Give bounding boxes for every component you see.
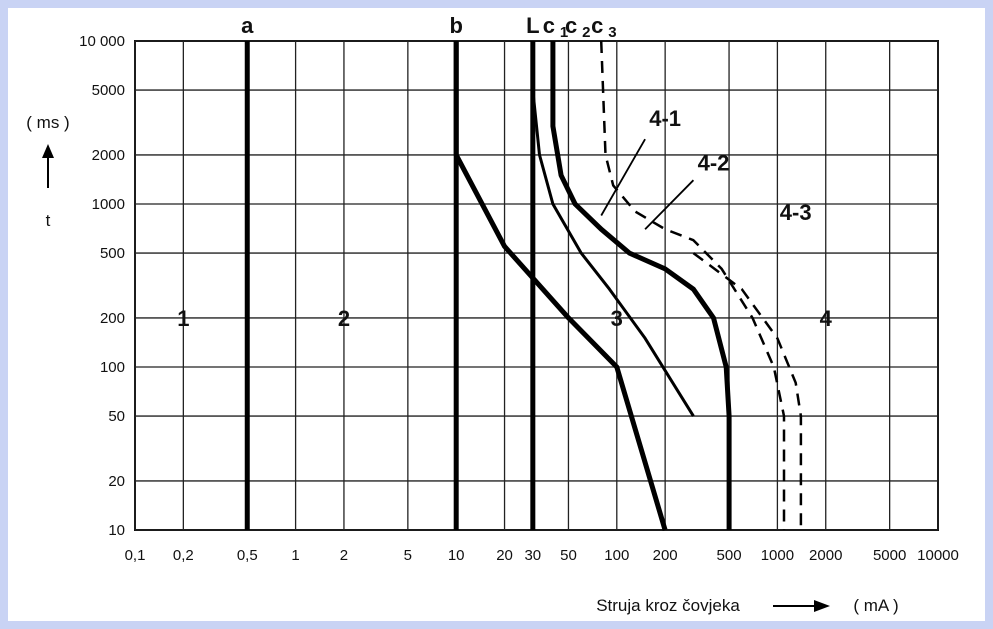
curve-label-4-1: 4-1 xyxy=(649,106,681,131)
zone-label-2: 2 xyxy=(338,306,350,331)
top-label-l: L xyxy=(526,13,539,38)
y-tick-label: 500 xyxy=(100,245,125,262)
zone-label-4: 4 xyxy=(820,306,833,331)
x-axis-arrow-head xyxy=(814,600,830,612)
x-tick-label: 500 xyxy=(717,547,742,564)
x-tick-label: 30 xyxy=(524,547,541,564)
x-tick-label: 200 xyxy=(653,547,678,564)
y-tick-label: 100 xyxy=(100,359,125,376)
x-tick-label: 0,1 xyxy=(125,547,146,564)
curve-c3 xyxy=(599,40,786,530)
leader-line-4-1 xyxy=(600,138,646,216)
x-axis-unit: ( mA ) xyxy=(853,596,898,615)
y-tick-label: 200 xyxy=(100,310,125,327)
x-axis-label: Struja kroz čovjeka xyxy=(596,596,740,615)
curve-c2 xyxy=(550,41,732,530)
chart-svg: 0,1 0,2 0,5 1 2 5 10 20 30 50 100 200 500 1000 2000 500… xyxy=(26,13,959,615)
y-tick-label: 2000 xyxy=(92,147,125,164)
x-tick-label: 10000 xyxy=(917,547,959,564)
x-tick-label: 20 xyxy=(496,547,513,564)
x-tick-label: 1000 xyxy=(761,547,794,564)
x-tick-label: 2 xyxy=(340,547,348,564)
x-tick-label: 1 xyxy=(291,547,299,564)
top-label-c2-sub: 2 xyxy=(582,24,590,41)
x-tick-label: 0,5 xyxy=(237,547,258,564)
top-label-c2: c xyxy=(565,13,577,38)
y-axis-arrow-head xyxy=(42,144,54,158)
x-tick-label: 100 xyxy=(604,547,629,564)
y-tick-label: 50 xyxy=(108,408,125,425)
top-label-a: a xyxy=(241,13,254,38)
y-axis-label: t xyxy=(46,211,51,230)
top-label-b: b xyxy=(449,13,462,38)
x-tick-label: 5 xyxy=(404,547,412,564)
curve-4-3 xyxy=(692,252,803,530)
x-tick-label: 2000 xyxy=(809,547,842,564)
y-axis-unit: ( ms ) xyxy=(26,113,69,132)
chart-frame: 0,1 0,2 0,5 1 2 5 10 20 30 50 100 200 500 1000 2000 500… xyxy=(8,8,985,621)
x-tick-label: 10 xyxy=(448,547,465,564)
top-label-c1-sub: 1 xyxy=(560,24,568,41)
curve-c1 xyxy=(531,89,695,417)
y-tick-label: 20 xyxy=(108,473,125,490)
curve-b xyxy=(453,41,668,531)
top-label-c3-sub: 3 xyxy=(608,24,616,41)
curve-label-4-3: 4-3 xyxy=(780,200,812,225)
curve-label-4-2: 4-2 xyxy=(698,151,730,176)
x-tick-label: 50 xyxy=(560,547,577,564)
x-tick-label: 5000 xyxy=(873,547,906,564)
top-label-c3: c xyxy=(591,13,603,38)
y-tick-label: 10 000 xyxy=(79,33,125,50)
leader-line-4-2 xyxy=(644,179,695,230)
y-tick-label: 5000 xyxy=(92,82,125,99)
top-label-c1: c xyxy=(543,13,555,38)
y-tick-label: 1000 xyxy=(92,196,125,213)
x-tick-label: 0,2 xyxy=(173,547,194,564)
zone-label-1: 1 xyxy=(177,306,189,331)
y-tick-label: 10 xyxy=(108,522,125,539)
zone-label-3: 3 xyxy=(611,306,623,331)
